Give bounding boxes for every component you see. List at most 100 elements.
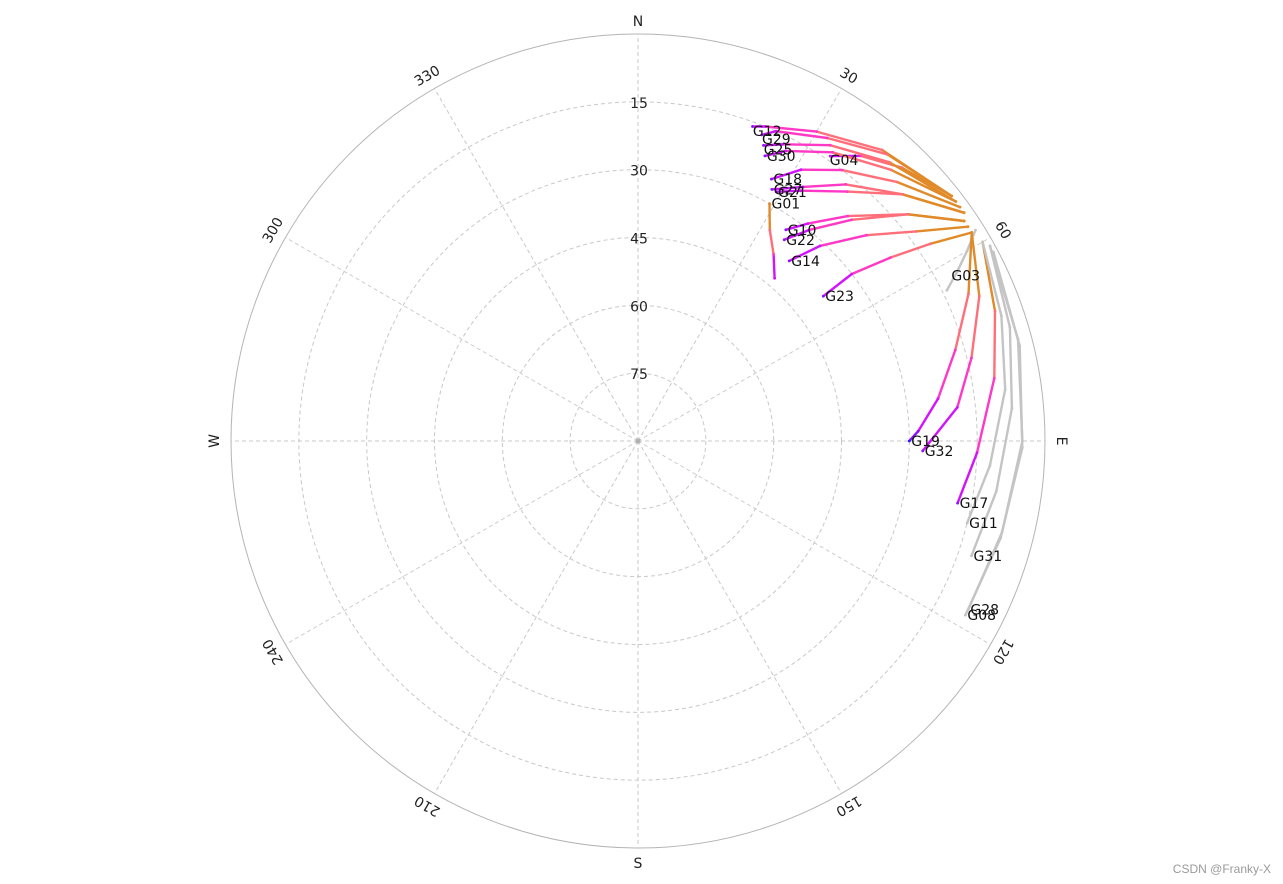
track-segment <box>828 143 891 164</box>
track-point <box>774 129 778 133</box>
track-segment <box>799 189 849 193</box>
satellite-track-G11 <box>965 240 1007 525</box>
track-point <box>965 521 969 525</box>
track-segment <box>914 225 970 233</box>
elevation-tick-label: 45 <box>630 232 648 248</box>
satellite-track-G21 <box>774 189 966 215</box>
track-segment <box>768 228 775 256</box>
track-segment <box>965 464 992 525</box>
track-point <box>784 149 788 153</box>
track-segment <box>1008 326 1014 410</box>
track-point <box>770 177 773 181</box>
cardinal-west-label: W <box>207 434 223 448</box>
track-point <box>953 348 957 352</box>
track-segment <box>801 183 847 189</box>
track-point <box>825 136 829 140</box>
track-point <box>773 276 776 280</box>
track-segment <box>936 348 957 400</box>
track-segment <box>783 228 810 242</box>
track-segment <box>763 125 818 133</box>
track-point <box>956 501 959 505</box>
track-point <box>850 218 853 222</box>
elevation-ring-75 <box>569 372 707 510</box>
track-point <box>1018 344 1022 348</box>
track-point <box>975 451 979 455</box>
track-segment <box>908 430 920 443</box>
satellite-label-G10: G10 <box>788 223 817 239</box>
track-point <box>981 240 984 244</box>
track-point <box>1003 388 1007 391</box>
satellite-track-G18 <box>770 168 962 209</box>
track-point <box>844 183 848 186</box>
track-segment <box>806 214 849 225</box>
track-point <box>958 205 962 209</box>
track-point <box>999 536 1002 540</box>
track-segment <box>992 250 1021 347</box>
track-point <box>889 168 893 172</box>
track-point <box>955 406 959 409</box>
track-segment <box>993 309 997 380</box>
track-point <box>921 449 925 453</box>
track-segment <box>763 149 787 158</box>
track-point <box>828 154 832 158</box>
track-point <box>770 188 774 191</box>
track-point <box>782 238 786 242</box>
track-segment <box>1018 344 1024 449</box>
track-point <box>988 244 992 248</box>
track-point <box>806 222 810 226</box>
satellite-label-G31: G31 <box>974 549 1003 565</box>
elevation-tick-label: 15 <box>630 96 648 112</box>
track-segment <box>831 151 893 172</box>
track-point <box>977 294 981 298</box>
track-segment <box>956 356 973 409</box>
track-point <box>992 250 995 254</box>
satellite-track-G32 <box>921 231 981 453</box>
track-segment <box>988 388 1007 467</box>
satellite-label-G04: G04 <box>830 153 859 169</box>
satellite-label-G30: G30 <box>767 149 796 165</box>
track-point <box>768 202 771 206</box>
satellite-track-G01 <box>768 202 776 280</box>
track-segment <box>784 149 834 154</box>
satellite-label-G12: G12 <box>753 124 782 140</box>
track-point <box>850 272 854 276</box>
elevation-tick-label: 75 <box>630 367 648 383</box>
track-segment <box>807 218 853 232</box>
track-segment <box>895 180 962 209</box>
track-point <box>781 142 785 146</box>
azimuth-spoke-60 <box>637 237 991 442</box>
track-point <box>821 294 825 298</box>
track-point <box>962 219 966 223</box>
azimuth-spoke-330 <box>434 88 639 442</box>
track-point <box>950 194 953 198</box>
track-segment <box>889 168 957 203</box>
satellite-track-G19 <box>907 231 974 443</box>
track-segment <box>840 168 899 184</box>
track-point <box>818 244 822 248</box>
satellite-label-G19: G19 <box>911 434 940 450</box>
track-point <box>889 256 892 259</box>
track-segment <box>970 294 981 360</box>
track-point <box>751 125 754 128</box>
satellite-track-G29 <box>760 129 953 198</box>
zenith-dot <box>635 438 641 444</box>
satellite-track-G22 <box>782 212 966 242</box>
azimuth-spoke-150 <box>637 440 842 794</box>
track-segment <box>995 407 1014 493</box>
watermark: CSDN @Franky-X <box>1172 862 1271 876</box>
track-segment <box>929 231 973 246</box>
azimuth-spoke-210 <box>434 440 639 794</box>
track-segment <box>964 536 1002 617</box>
track-segment <box>999 446 1024 540</box>
track-point <box>772 253 775 256</box>
satellite-track-G30 <box>763 149 958 203</box>
track-segment <box>967 231 973 296</box>
track-point <box>992 376 996 380</box>
track-point <box>1008 325 1012 329</box>
track-point <box>815 130 818 134</box>
track-point <box>964 613 967 617</box>
track-segment <box>917 397 940 433</box>
track-point <box>901 192 904 196</box>
track-point <box>807 228 811 232</box>
satellite-label-G28: G28 <box>970 602 999 618</box>
